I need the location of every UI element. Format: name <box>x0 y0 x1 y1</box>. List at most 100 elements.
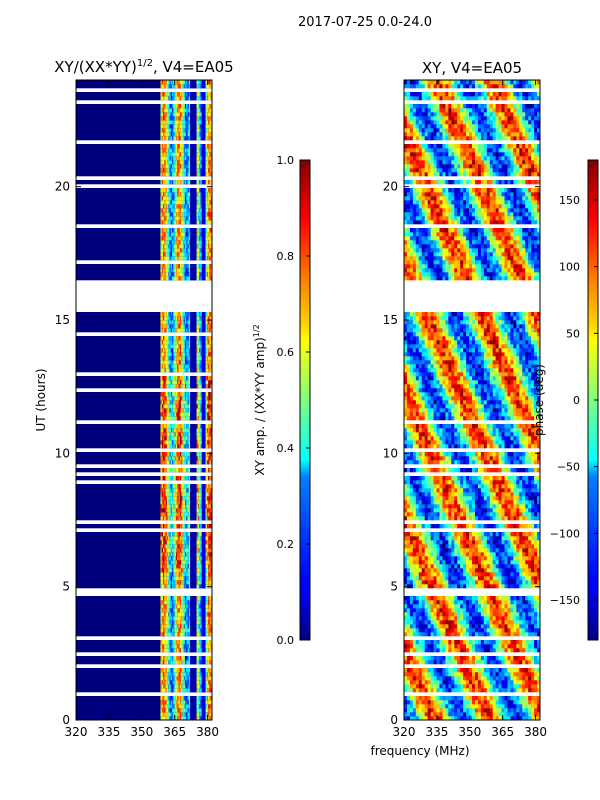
amp-cell <box>190 460 192 465</box>
amp-cell <box>204 584 206 589</box>
amp-cell <box>173 708 176 713</box>
amp-cell <box>172 336 174 341</box>
amp-cell <box>195 172 197 177</box>
amp-cell <box>199 668 201 673</box>
amp-cell <box>197 404 200 409</box>
amp-cell <box>168 468 170 473</box>
amp-cell <box>168 180 170 185</box>
amp-cell <box>166 632 169 637</box>
amp-cell <box>183 248 186 253</box>
amp-cell <box>199 352 201 357</box>
amp-cell <box>200 156 203 161</box>
amp-cell <box>168 600 170 605</box>
amp-cell <box>204 412 206 417</box>
amp-cell <box>166 612 169 617</box>
amp-cell <box>172 628 174 633</box>
amp-cell <box>187 556 190 561</box>
amp-cell <box>191 632 194 637</box>
amp-cell <box>195 116 197 121</box>
amp-cell <box>172 444 174 449</box>
amp-cell <box>192 580 195 585</box>
amp-cell <box>182 460 185 465</box>
amp-cell <box>196 200 199 205</box>
amp-cell <box>188 496 191 501</box>
amp-cell <box>187 536 190 541</box>
amp-cell <box>172 436 174 441</box>
amp-cell <box>177 496 179 501</box>
amp-cell <box>184 208 187 213</box>
amp-cell <box>166 604 169 609</box>
amp-cell <box>187 228 190 233</box>
amp-cell <box>196 648 199 653</box>
amp-cell <box>209 200 212 205</box>
amp-cell <box>208 240 210 245</box>
amp-cell <box>205 656 208 661</box>
amp-cell <box>196 440 199 445</box>
amp-cell <box>186 400 188 405</box>
amp-cell <box>184 696 187 701</box>
amp-cell <box>178 428 181 433</box>
amp-cell <box>179 412 182 417</box>
amp-cell <box>195 340 197 345</box>
amp-cell <box>177 624 179 629</box>
amp-cell <box>208 604 210 609</box>
amp-cell <box>201 240 204 245</box>
amp-cell <box>191 560 194 565</box>
amp-cell <box>169 364 172 369</box>
amp-cell <box>197 552 200 557</box>
amp-cell <box>206 264 209 269</box>
amp-cell <box>206 488 209 493</box>
amp-cell <box>197 320 200 325</box>
amp-cell <box>197 504 200 509</box>
amp-cell <box>206 156 209 161</box>
amp-cell <box>193 632 196 637</box>
amp-cell <box>209 192 212 197</box>
amp-cell <box>165 432 168 437</box>
amp-cell <box>164 516 167 521</box>
amp-cell <box>173 352 176 357</box>
amp-cell <box>208 232 210 237</box>
amp-cell <box>169 700 172 705</box>
amp-cell <box>196 600 199 605</box>
amp-cell <box>161 128 164 133</box>
amp-cell <box>163 196 165 201</box>
amp-cell <box>202 416 205 421</box>
amp-cell <box>178 228 181 233</box>
amp-cell <box>182 148 185 153</box>
amp-cell <box>209 600 212 605</box>
amp-cell <box>170 364 173 369</box>
amp-cell <box>206 616 209 621</box>
amp-cell <box>208 324 210 329</box>
amp-cell <box>196 404 199 409</box>
amp-cell <box>174 676 177 681</box>
amp-cell <box>178 556 181 561</box>
amp-cell <box>193 376 196 381</box>
amp-cell <box>174 492 177 497</box>
amp-cell <box>196 712 199 717</box>
amp-cell <box>165 192 168 197</box>
amp-cell <box>205 492 208 497</box>
amp-cell <box>166 676 169 681</box>
amp-cell <box>206 532 209 537</box>
amp-cell <box>166 696 169 701</box>
amp-cell <box>196 620 199 625</box>
amp-cell <box>208 572 210 577</box>
amp-cell <box>196 540 199 545</box>
amp-cell <box>182 696 185 701</box>
amp-cell <box>197 348 200 353</box>
amp-cell <box>166 404 169 409</box>
amp-cell <box>206 432 209 437</box>
amp-cell <box>161 248 164 253</box>
amp-cell <box>170 136 173 141</box>
amp-cell <box>174 240 177 245</box>
amp-cell <box>169 656 172 661</box>
amp-cell <box>170 696 173 701</box>
amp-cell <box>204 316 206 321</box>
amp-cell <box>188 256 191 261</box>
amp-cell <box>164 540 167 545</box>
amp-cell <box>193 676 196 681</box>
amp-cell <box>166 648 169 653</box>
amp-cell <box>183 400 186 405</box>
amp-cell <box>170 344 173 349</box>
amp-cell <box>179 688 182 693</box>
